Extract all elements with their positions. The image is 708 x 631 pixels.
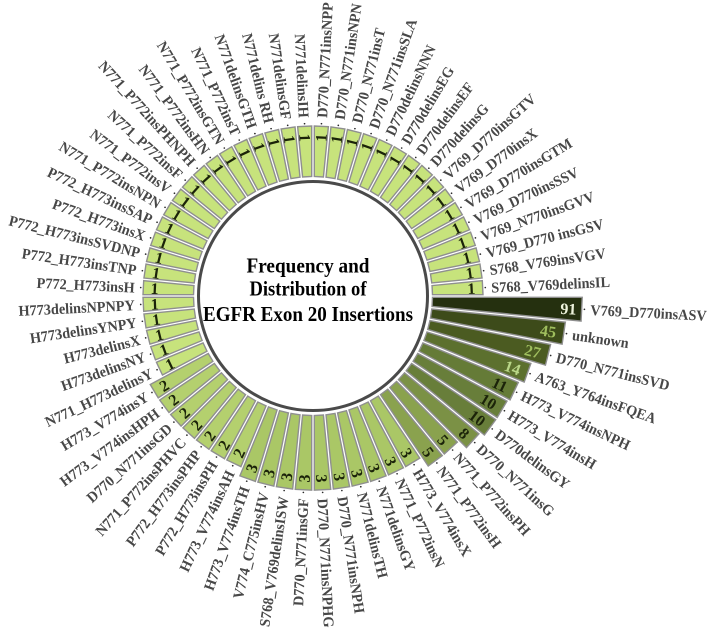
svg-text:1: 1 bbox=[154, 327, 166, 345]
svg-text:91: 91 bbox=[560, 301, 577, 319]
svg-text:D770_N771insNPHG: D770_N771insNPHG bbox=[314, 498, 336, 628]
svg-text:Frequency and: Frequency and bbox=[247, 254, 370, 278]
svg-text:3: 3 bbox=[261, 468, 279, 480]
svg-text:D770_N771insNPP: D770_N771insNPP bbox=[315, 2, 337, 118]
svg-text:1: 1 bbox=[153, 249, 165, 267]
svg-text:3: 3 bbox=[312, 474, 329, 483]
svg-text:10: 10 bbox=[477, 391, 499, 414]
svg-text:P772_H773insH: P772_H773insH bbox=[36, 276, 135, 297]
svg-text:3: 3 bbox=[347, 468, 365, 480]
svg-text:1: 1 bbox=[465, 265, 475, 283]
svg-text:D770_N771insGF: D770_N771insGF bbox=[291, 498, 312, 606]
svg-text:1: 1 bbox=[467, 281, 476, 298]
svg-text:11: 11 bbox=[489, 375, 510, 397]
svg-text:Distribution of: Distribution of bbox=[250, 277, 368, 301]
svg-text:45: 45 bbox=[539, 323, 557, 342]
svg-text:1: 1 bbox=[329, 134, 347, 144]
svg-text:V769_D770insASV: V769_D770insASV bbox=[590, 303, 707, 325]
svg-text:1: 1 bbox=[150, 281, 159, 298]
svg-text:14: 14 bbox=[502, 358, 523, 379]
svg-text:1: 1 bbox=[264, 137, 282, 149]
svg-text:N771delinsIH: N771delinsIH bbox=[291, 34, 311, 119]
svg-text:3: 3 bbox=[278, 472, 296, 482]
svg-text:27: 27 bbox=[523, 342, 543, 362]
svg-text:1: 1 bbox=[313, 133, 330, 142]
svg-text:1: 1 bbox=[461, 249, 473, 267]
svg-text:3: 3 bbox=[297, 474, 314, 483]
svg-text:1: 1 bbox=[344, 137, 362, 149]
svg-text:3: 3 bbox=[330, 472, 348, 482]
svg-text:1: 1 bbox=[151, 265, 161, 283]
svg-text:1: 1 bbox=[295, 133, 312, 142]
svg-text:EGFR Exon 20 Insertions: EGFR Exon 20 Insertions bbox=[203, 302, 413, 326]
svg-text:S768_V769delinsIL: S768_V769delinsIL bbox=[491, 275, 610, 297]
svg-text:1: 1 bbox=[150, 296, 159, 313]
svg-text:1: 1 bbox=[151, 312, 161, 330]
svg-text:1: 1 bbox=[279, 134, 297, 144]
svg-text:H773delinsNPNPY: H773delinsNPNPY bbox=[18, 298, 135, 320]
